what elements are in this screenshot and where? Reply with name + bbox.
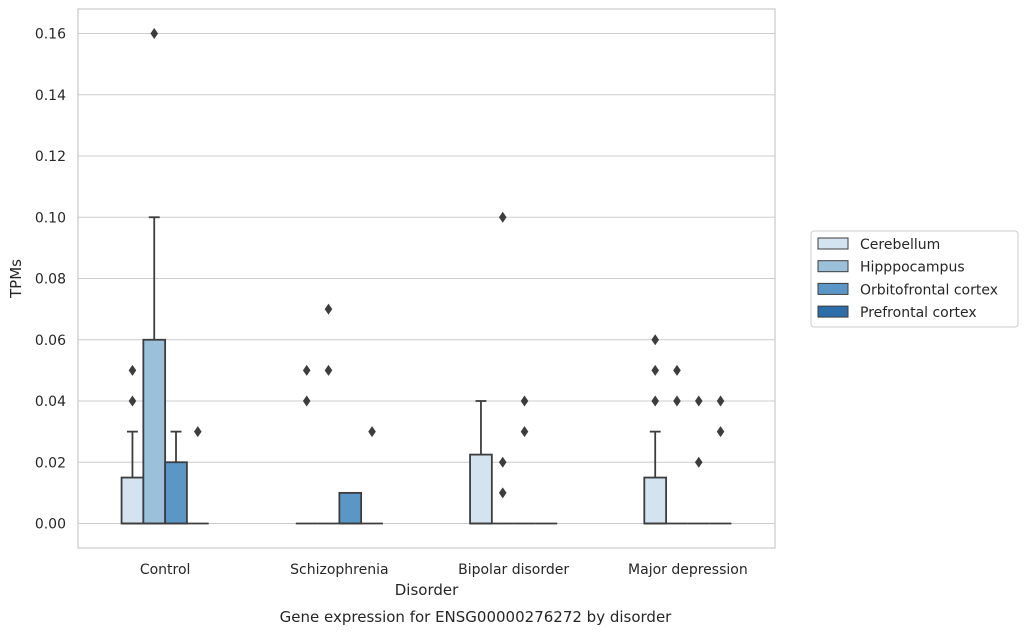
box [469,400,493,525]
legend-swatch [817,260,849,273]
plot-frame [77,8,776,549]
legend-swatch [817,282,849,295]
legend-item: Hipppocampus [817,260,965,276]
y-tick-label: 0.06 [35,333,66,349]
y-axis-ticks: 0.00 0.02 0.04 0.06 0.08 0.10 0.12 0.14 0.16 [35,27,66,533]
outlier-point [520,395,529,407]
outlier-point [150,28,159,39]
box [120,364,145,525]
outlier-point [193,426,202,438]
box-body [120,476,145,525]
legend-item: Cerebellum [817,237,940,253]
outlier-point [651,364,660,376]
outlier-point [520,426,529,438]
box [164,430,188,525]
grid-lines [78,32,775,525]
outlier-point [498,456,507,468]
outlier-point [128,395,137,407]
outlier-point [498,211,507,223]
x-axis-ticks: Control Schizophrenia Bipolar disorder Majo… [140,562,748,578]
legend-label: Orbitofrontal cortex [860,282,998,298]
legend-item: Orbitofrontal cortex [817,282,998,298]
outlier-point [498,487,507,499]
chart-caption: Gene expression for ENSG00000276272 by d… [280,608,673,626]
outlier-point [694,395,703,407]
outlier-point [651,334,660,346]
x-tick-label: Bipolar disorder [458,562,569,578]
x-tick-label: Major depression [628,562,748,578]
box [338,491,363,525]
box [317,303,340,525]
legend-swatch [817,237,849,250]
y-tick-label: 0.08 [35,272,66,288]
x-tick-label: Control [140,562,191,578]
y-tick-label: 0.02 [35,455,66,471]
box [643,334,667,525]
y-tick-label: 0.04 [35,394,66,410]
outlier-point [302,364,311,376]
y-axis-title: TPMs [7,259,25,299]
y-tick-label: 0.00 [35,517,66,533]
box [142,28,167,525]
category-group [643,334,732,525]
box [513,395,536,525]
legend-label: Cerebellum [860,237,940,253]
legend: Cerebellum Hipppocampus Orbitofrontal cort… [810,230,1019,328]
box [491,211,514,525]
x-tick-label: Schizophrenia [290,562,388,578]
box [666,364,688,525]
x-axis-title: Disorder [395,581,459,599]
outlier-point [651,395,660,407]
box-body [338,491,363,525]
box-body [142,338,167,525]
category-group [295,303,383,525]
legend-item: Prefrontal cortex [817,305,977,321]
legend-label: Hipppocampus [860,260,965,276]
y-tick-label: 0.10 [35,210,66,226]
outlier-point [368,426,376,438]
outlier-point [673,364,681,376]
y-tick-label: 0.12 [35,149,66,165]
legend-frame [810,230,1019,328]
box-body [164,461,188,525]
y-tick-label: 0.14 [35,88,66,104]
box [361,426,383,525]
outlier-point [324,303,333,315]
box-body [643,476,667,525]
legend-label: Prefrontal cortex [860,305,977,321]
outlier-point [128,364,137,376]
outlier-point [716,426,725,438]
category-group [120,28,209,525]
outlier-point [716,395,725,407]
outlier-point [302,395,311,407]
category-group [469,211,558,525]
box [295,364,318,525]
y-tick-label: 0.16 [35,27,66,43]
box [709,395,732,525]
outlier-point [694,456,703,468]
outlier-point [324,364,333,376]
outlier-point [673,395,681,407]
box-body [469,453,493,525]
box [186,426,209,525]
box [687,395,710,525]
box-groups [120,28,732,525]
legend-swatch [817,305,849,318]
